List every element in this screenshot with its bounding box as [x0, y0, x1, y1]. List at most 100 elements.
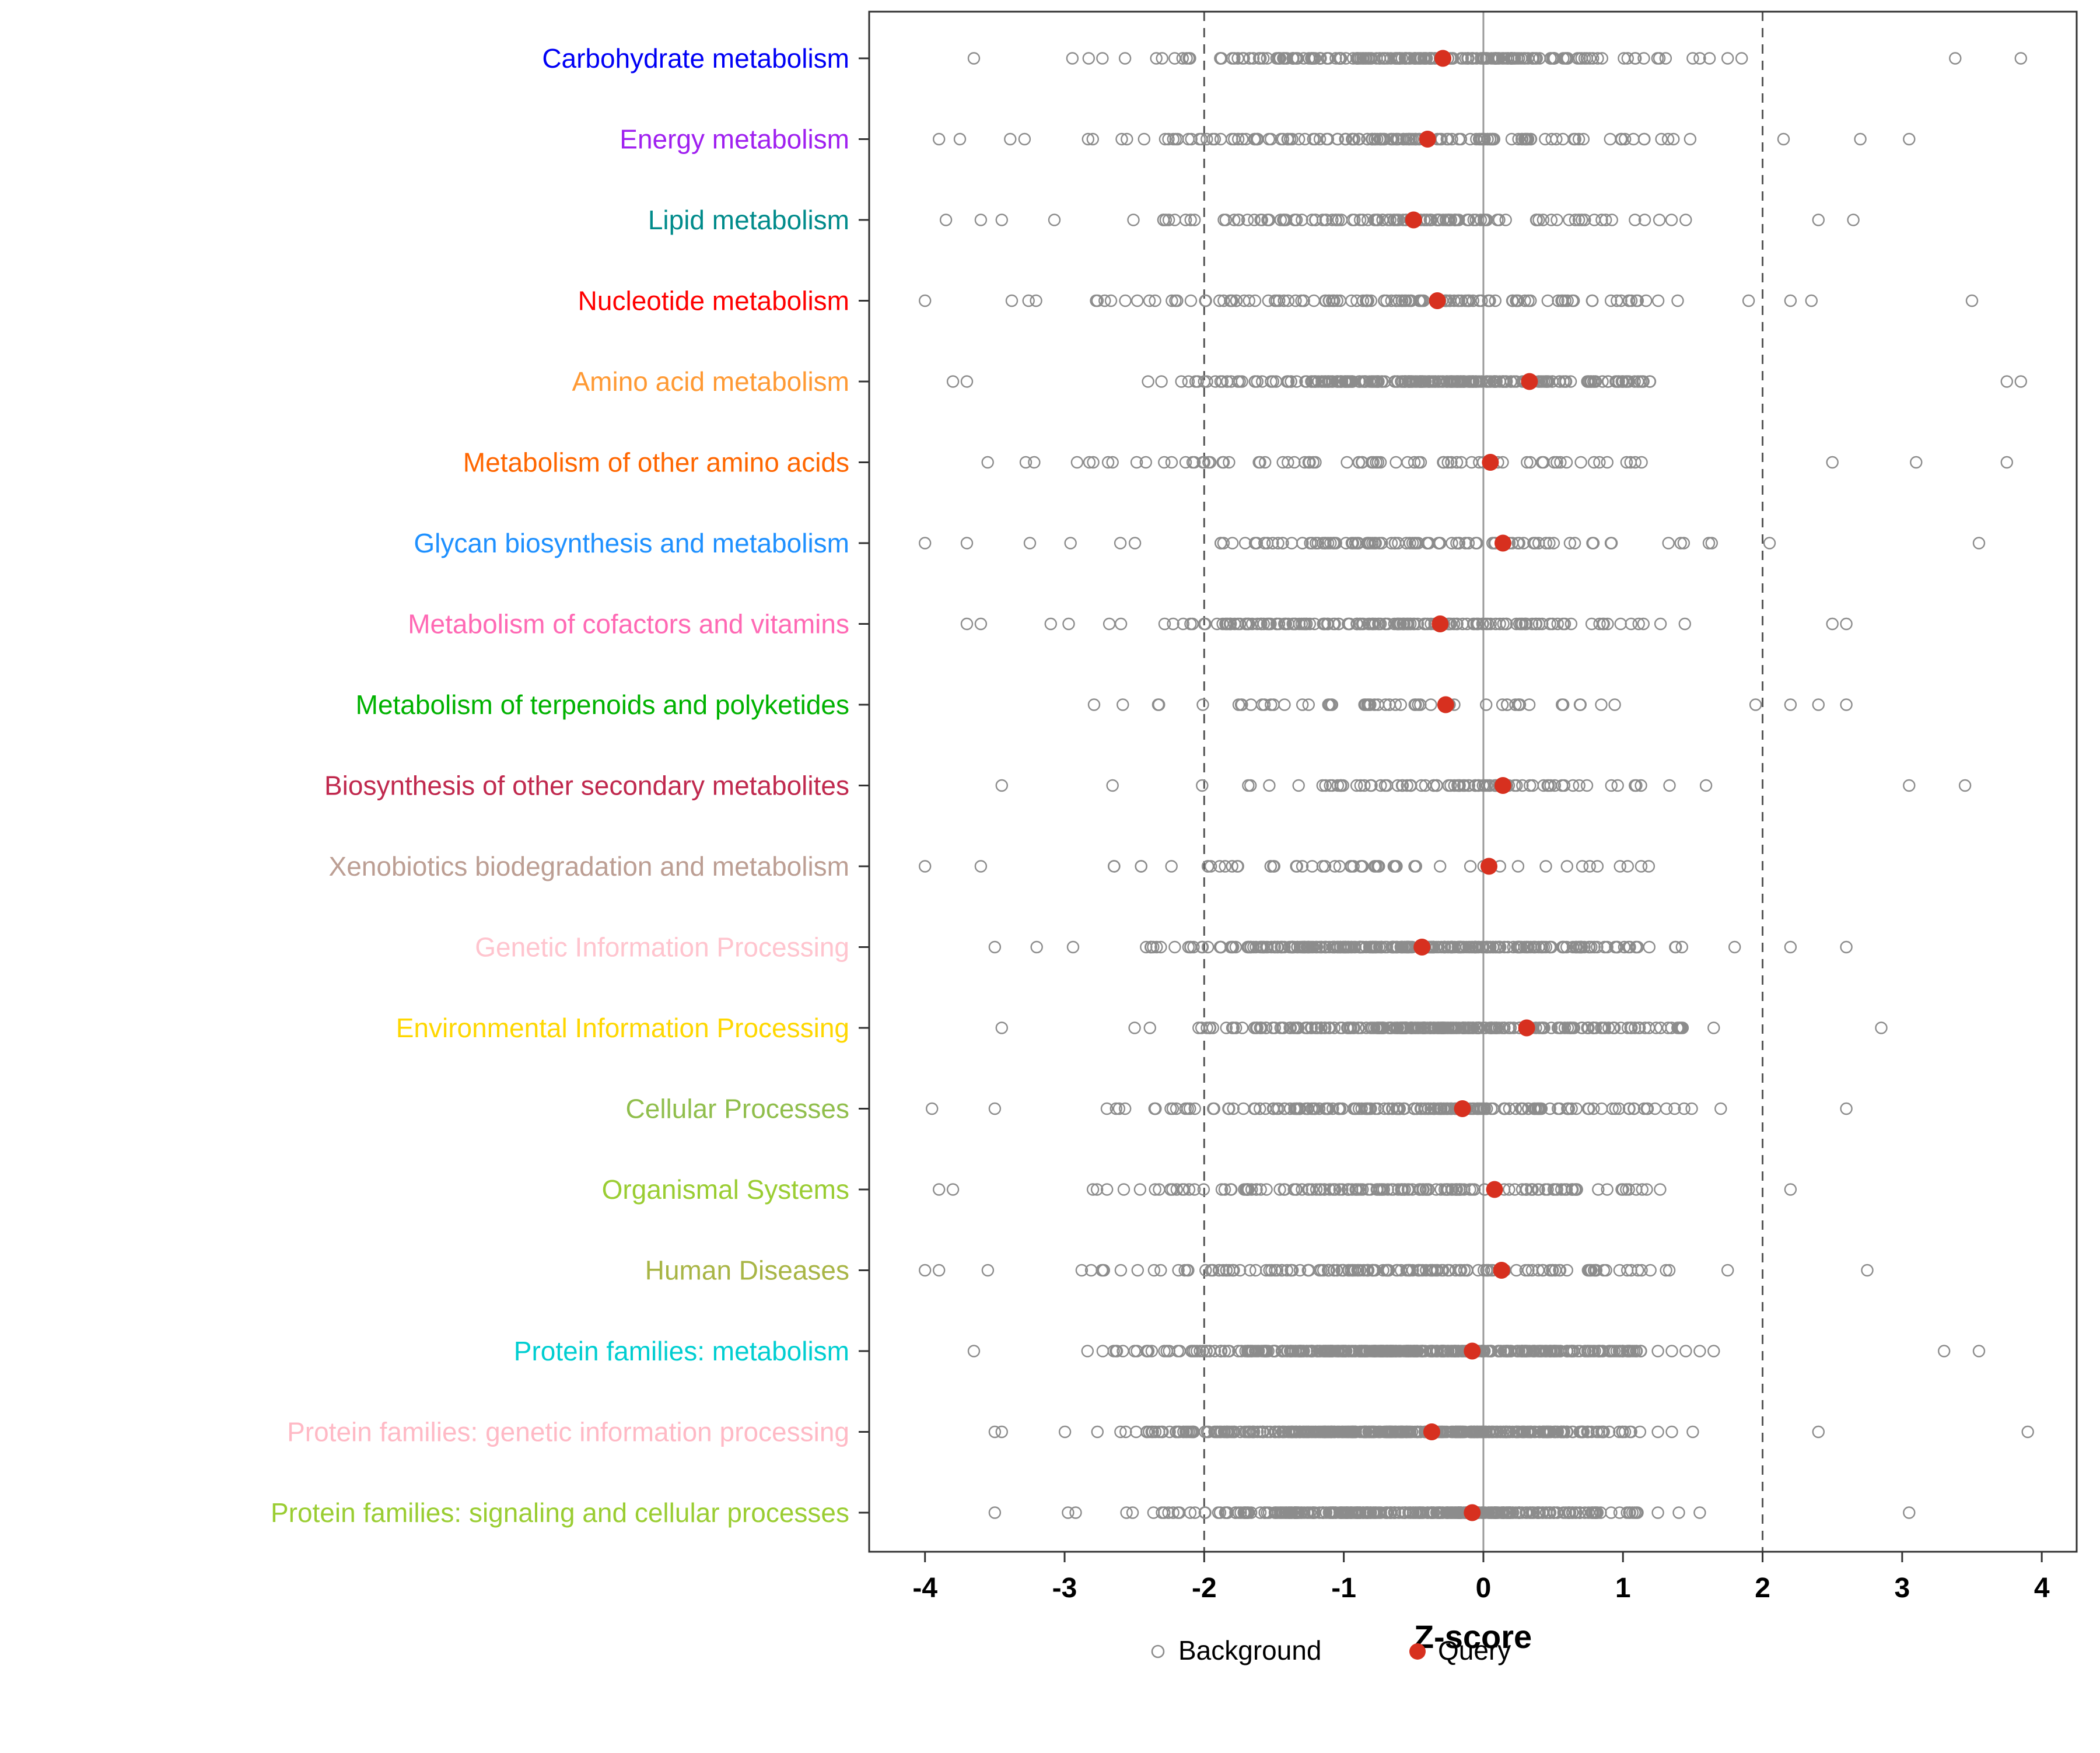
background-point: [1605, 779, 1618, 792]
background-point: [1588, 1345, 1601, 1357]
background-point: [1545, 1021, 1558, 1034]
background-point: [1380, 940, 1394, 954]
background-point: [1414, 456, 1427, 469]
background-point: [1365, 456, 1378, 469]
background-point: [1949, 52, 1962, 65]
background-point: [1678, 617, 1692, 631]
background-point: [1114, 1264, 1128, 1277]
background-point: [1238, 1425, 1251, 1439]
background-point: [918, 860, 932, 873]
background-point: [1674, 537, 1687, 550]
row-environmental-information-processing: Environmental Information Processing: [396, 1013, 1888, 1043]
background-points: [939, 214, 1860, 226]
background-point: [1450, 1183, 1463, 1196]
background-point: [1504, 52, 1517, 65]
background-point: [1382, 1102, 1395, 1115]
background-point: [1903, 779, 1916, 792]
category-label: Organismal Systems: [602, 1174, 849, 1205]
background-point: [1430, 779, 1443, 792]
background-point: [1336, 1102, 1349, 1115]
background-point: [1446, 132, 1458, 146]
background-point: [1393, 52, 1406, 65]
background-point: [1368, 698, 1381, 711]
background-point: [1572, 940, 1586, 954]
background-point: [1188, 1183, 1201, 1196]
background-point: [1319, 1345, 1332, 1357]
background-point: [1158, 132, 1172, 146]
background-point: [1306, 1345, 1320, 1357]
background-point: [2014, 52, 2028, 65]
background-point: [1298, 940, 1311, 954]
background-point: [1066, 52, 1079, 65]
legend-background-label: Background: [1178, 1635, 1322, 1665]
background-point: [1593, 456, 1606, 469]
background-point: [1444, 940, 1457, 954]
background-point: [1223, 1264, 1236, 1277]
background-point: [1098, 294, 1111, 307]
background-points: [918, 294, 1979, 307]
background-point: [932, 1264, 946, 1277]
background-point: [1163, 1425, 1176, 1439]
background-point: [1597, 617, 1611, 631]
background-point: [1614, 617, 1627, 631]
background-point: [1262, 294, 1275, 307]
background-point: [1643, 375, 1656, 388]
background-point: [1119, 294, 1132, 307]
background-point: [1546, 52, 1559, 65]
background-point: [1172, 1264, 1185, 1277]
background-point: [939, 214, 953, 226]
background-point: [1556, 132, 1569, 146]
background-point: [1413, 1183, 1426, 1196]
background-point: [1589, 1264, 1602, 1277]
background-point: [1324, 1021, 1336, 1034]
background-point: [1203, 456, 1217, 469]
background-point: [1662, 1264, 1676, 1277]
background-point: [1324, 537, 1337, 550]
background-point: [1378, 1102, 1391, 1115]
background-point: [1100, 1183, 1114, 1196]
background-point: [1451, 617, 1464, 631]
background-point: [1310, 1021, 1323, 1034]
background-point: [1150, 940, 1163, 954]
background-point: [1290, 214, 1303, 226]
background-point: [1703, 52, 1716, 65]
background-point: [1545, 214, 1558, 226]
background-point: [1269, 1264, 1282, 1277]
row-genetic-information-processing: Genetic Information Processing: [475, 932, 1853, 963]
background-point: [1252, 1345, 1265, 1357]
background-point: [974, 214, 988, 226]
background-point: [1554, 1425, 1567, 1439]
background-point: [1329, 1183, 1342, 1196]
background-point: [981, 456, 994, 469]
background-point: [1401, 779, 1413, 792]
background-point: [1677, 537, 1690, 550]
background-point: [1462, 214, 1475, 226]
background-point: [1937, 1345, 1951, 1357]
background-point: [1609, 1102, 1622, 1115]
background-point: [1217, 294, 1230, 307]
background-point: [1239, 1345, 1252, 1357]
background-point: [1591, 860, 1604, 873]
background-point: [1346, 52, 1360, 65]
background-point: [1686, 52, 1699, 65]
background-point: [988, 1425, 1002, 1439]
background-point: [1284, 1345, 1297, 1357]
background-point: [1614, 1021, 1628, 1034]
background-point: [1605, 214, 1619, 226]
background-point: [1472, 1264, 1485, 1277]
background-point: [1510, 294, 1522, 307]
background-point: [2014, 375, 2028, 388]
background-point: [1548, 456, 1561, 469]
background-point: [1679, 1345, 1692, 1357]
background-point: [1340, 456, 1353, 469]
background-point: [1400, 1021, 1413, 1034]
background-point: [1365, 779, 1378, 792]
background-point: [1226, 1264, 1240, 1277]
background-point: [1573, 1425, 1586, 1439]
background-point: [1328, 940, 1341, 954]
background-point: [1667, 132, 1680, 146]
background-point: [1630, 940, 1643, 954]
background-point: [1212, 1506, 1225, 1519]
background-point: [1371, 214, 1384, 226]
background-point: [1397, 132, 1410, 146]
